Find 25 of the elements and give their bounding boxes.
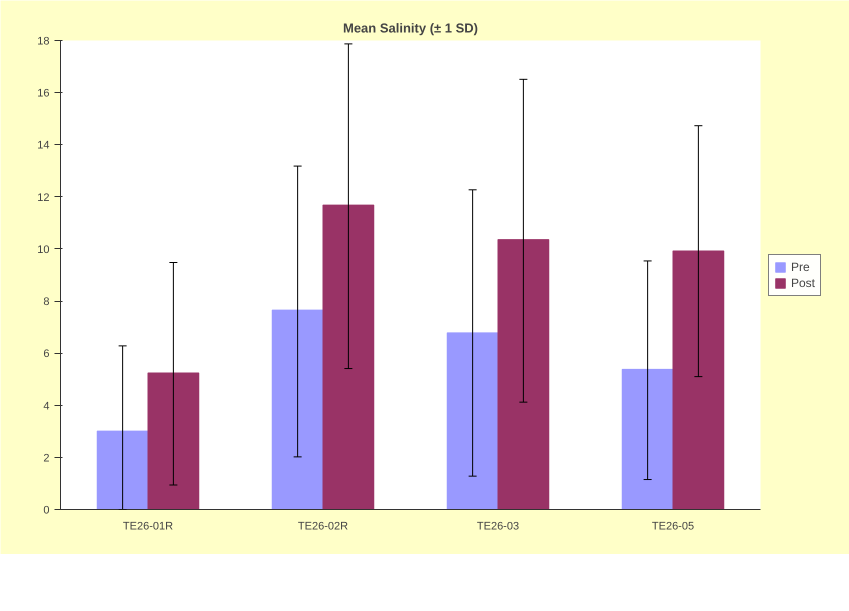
x-tick-label: TE26-05 xyxy=(652,520,694,532)
y-tick-label: 4 xyxy=(43,400,50,412)
legend-label: Post xyxy=(791,276,816,290)
y-tick-label: 0 xyxy=(43,504,50,516)
bar xyxy=(446,332,498,510)
chart-title: Mean Salinity (± 1 SD) xyxy=(343,20,478,36)
y-tick-label: 6 xyxy=(43,348,50,360)
y-tick-label: 18 xyxy=(37,36,50,48)
bar xyxy=(322,204,374,510)
x-tick-label: TE26-03 xyxy=(476,520,520,532)
bar xyxy=(148,372,200,510)
bar xyxy=(498,239,550,510)
x-tick-label: TE26-01R xyxy=(122,520,174,532)
x-tick-label: TE26-02R xyxy=(298,520,348,532)
y-tick-label: 12 xyxy=(37,192,50,204)
y-tick-label: 14 xyxy=(37,140,50,152)
y-tick-label: 16 xyxy=(37,88,50,100)
legend-label: Pre xyxy=(791,260,811,274)
y-tick-label: 10 xyxy=(37,244,50,256)
bar xyxy=(96,430,148,510)
bar xyxy=(622,368,674,510)
bar xyxy=(672,250,724,510)
y-tick-label: 8 xyxy=(43,296,50,308)
bar xyxy=(272,310,324,510)
y-tick-label: 2 xyxy=(43,452,50,464)
